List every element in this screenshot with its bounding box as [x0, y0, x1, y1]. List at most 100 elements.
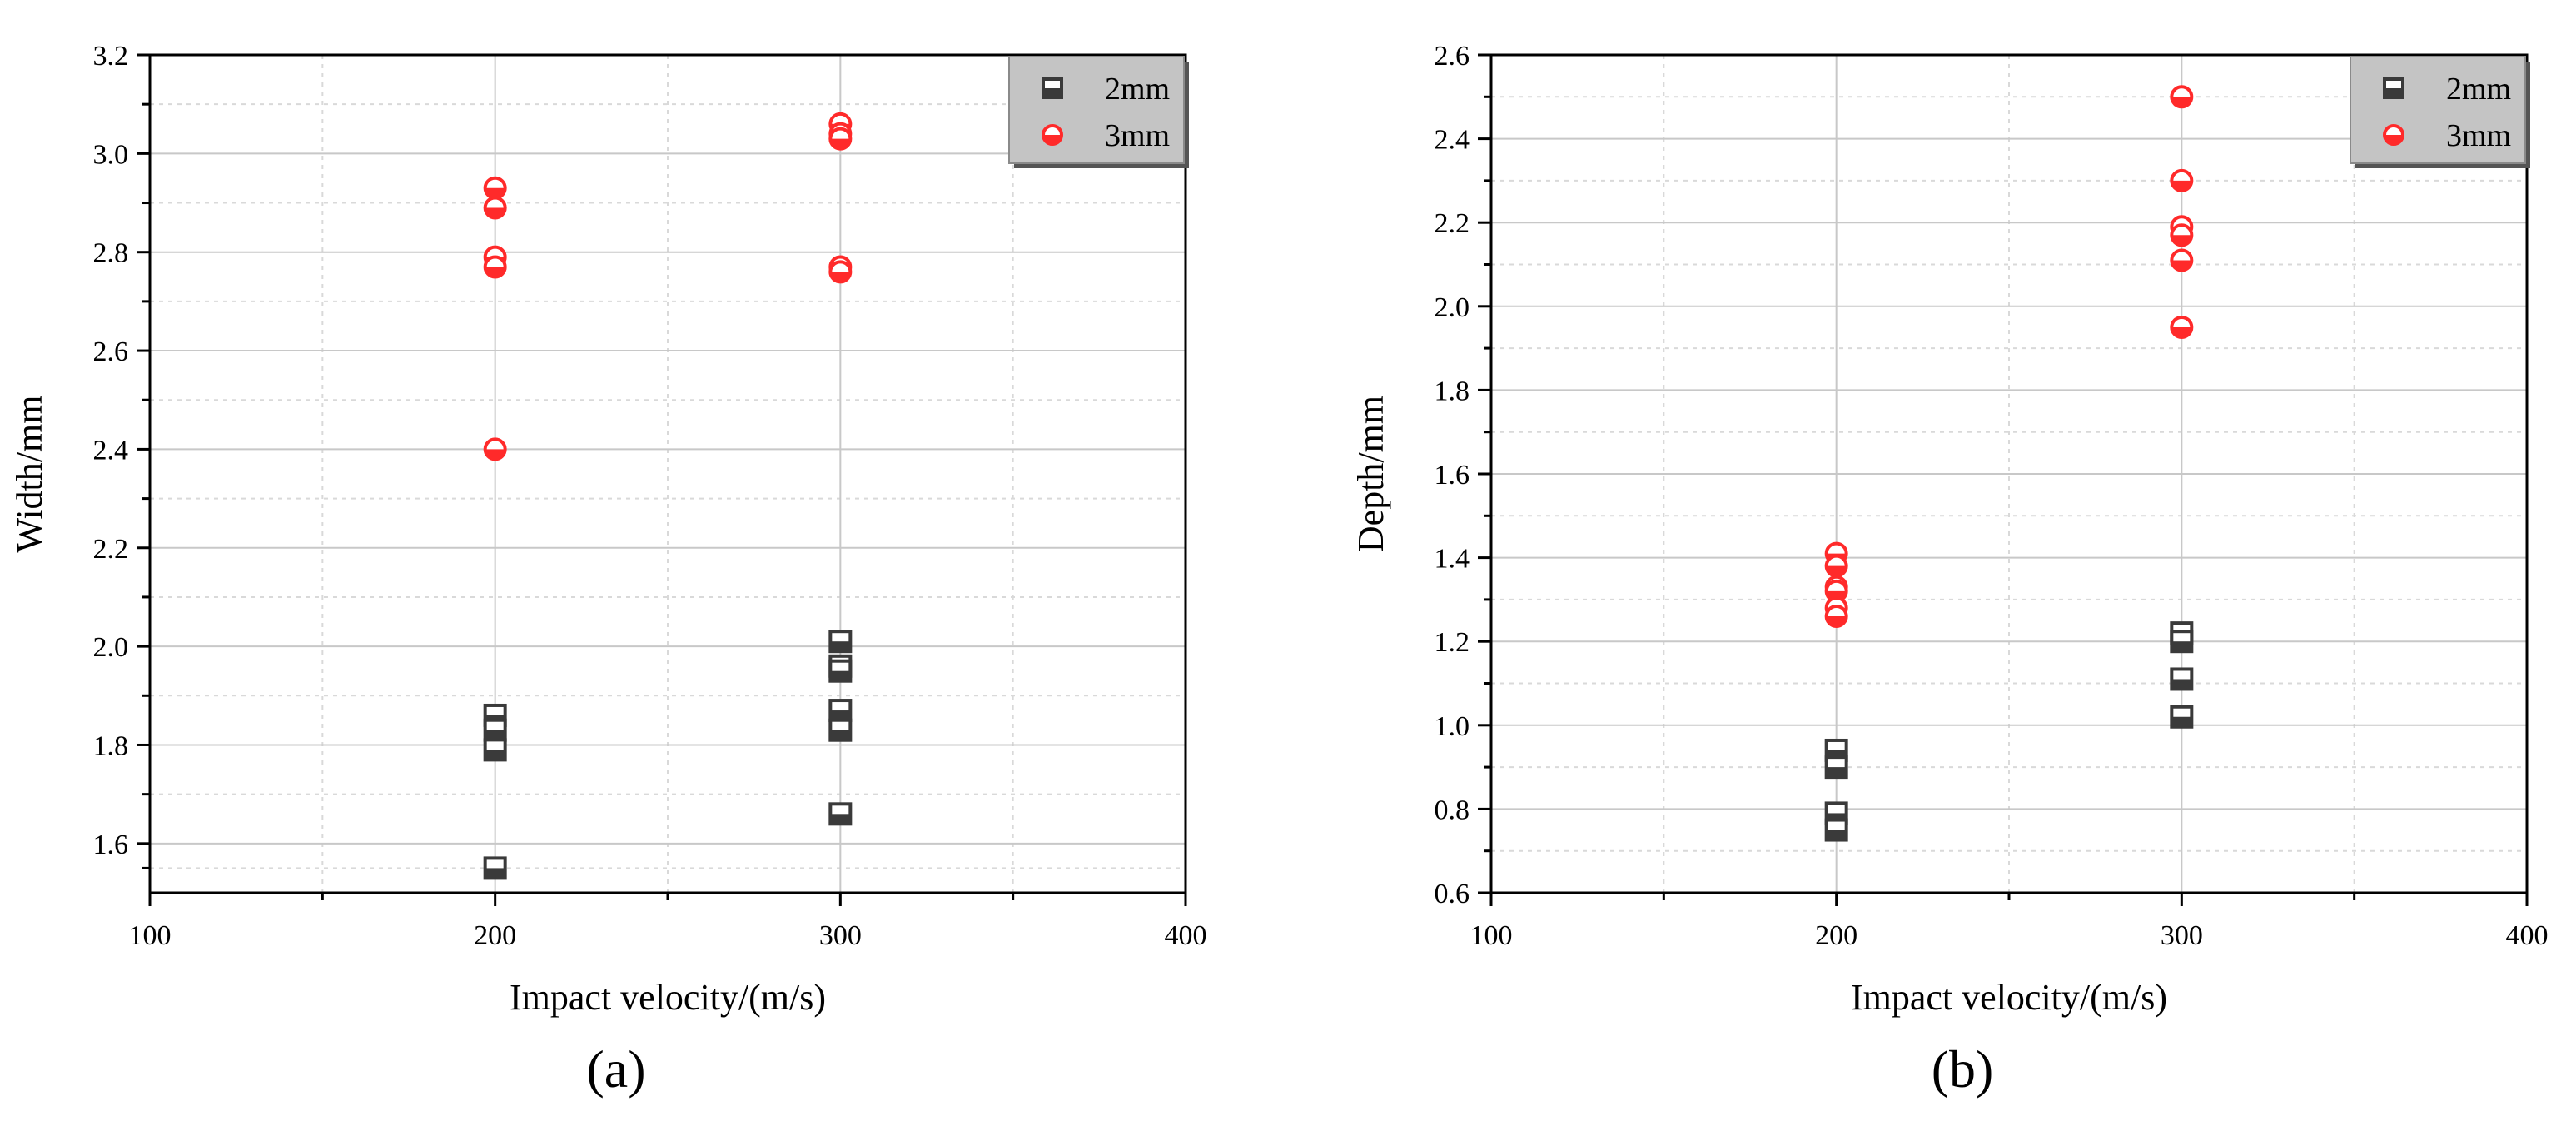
- marker-fill: [485, 187, 505, 198]
- y-tick-label: 2.4: [1435, 125, 1470, 156]
- y-tick-label: 0.8: [1435, 795, 1470, 825]
- x-tick-label: 300: [2161, 920, 2203, 951]
- plot-frame: [148, 53, 1187, 894]
- series-2mm: [483, 630, 853, 880]
- major-grid: [150, 55, 1186, 893]
- y-tick-label: 3.2: [93, 41, 129, 72]
- y-tick-label: 1.8: [93, 730, 129, 761]
- marker-fill: [2171, 716, 2192, 727]
- y-tick-label: 1.4: [1435, 544, 1470, 575]
- marker-fill: [1826, 767, 1847, 778]
- data-point: [483, 856, 507, 880]
- y-tick-label: 1.2: [1435, 627, 1470, 658]
- series-3mm: [1824, 85, 2194, 629]
- marker-fill: [2171, 260, 2192, 271]
- legend-label: 2mm: [2446, 72, 2511, 107]
- marker-fill: [2171, 679, 2192, 690]
- marker-fill: [830, 641, 851, 652]
- marker-fill: [2171, 235, 2192, 246]
- y-tick-label: 2.2: [93, 534, 129, 565]
- x-tick-label: 100: [1470, 920, 1513, 951]
- series-2mm: [1824, 621, 2194, 842]
- y-tick-label: 2.0: [93, 632, 129, 663]
- y-tick-label: 2.6: [93, 336, 129, 367]
- legend-marker: [1042, 124, 1063, 146]
- x-tick-label: 300: [819, 920, 862, 951]
- y-axis: 1.6 1.8 2.0 2.2 2.4 2.6 2.8 3.0 3.2: [93, 41, 150, 869]
- marker-fill: [485, 730, 505, 740]
- data-point: [828, 802, 853, 826]
- data-point: [828, 659, 853, 683]
- legend-marker: [1042, 77, 1063, 99]
- y-axis: 0.6 0.8 1.0 1.2 1.4 1.6 1.8 2.0 2.2 2.4 2.6: [1435, 41, 1491, 909]
- legend-label: 2mm: [1105, 72, 1170, 107]
- y-tick-label: 1.8: [1435, 376, 1470, 406]
- y-tick-label: 1.6: [93, 830, 129, 860]
- marker-fill: [485, 449, 505, 460]
- marker-fill: [2171, 180, 2192, 191]
- legend-entry: 3mm: [1042, 118, 1170, 153]
- marker-fill: [1826, 616, 1847, 627]
- y-tick-label: 1.6: [1435, 460, 1470, 491]
- data-point: [2170, 85, 2194, 109]
- chart-panel-a: 100 200 300 400 1.6 1.8 2.0 2.2 2.4 2.6 2.8 3.0 3.2 I…: [9, 41, 1207, 1018]
- x-tick-label: 200: [474, 920, 516, 951]
- panel-label: (b): [1932, 1039, 1994, 1099]
- marker-fill: [2171, 326, 2192, 337]
- y-tick-label: 3.0: [93, 139, 129, 170]
- legend-marker: [2383, 77, 2404, 99]
- y-tick-label: 0.6: [1435, 879, 1470, 909]
- marker-fill: [2171, 641, 2192, 652]
- y-tick-label: 2.8: [93, 238, 129, 269]
- y-axis-title: Depth/mm: [1350, 396, 1391, 552]
- data-point: [2170, 705, 2194, 729]
- data-point: [828, 630, 853, 654]
- legend-label: 3mm: [2446, 118, 2511, 153]
- data-point: [828, 127, 853, 151]
- legend-entry: 3mm: [2383, 118, 2511, 153]
- data-point: [1824, 755, 1848, 780]
- minor-grid: [150, 55, 1186, 893]
- chart-panel-b: 100 200 300 400 0.6 0.8 1.0 1.2 1.4 1.6 1.8 2.0 2.2 2…: [1350, 41, 2549, 1018]
- data-point: [2170, 667, 2194, 691]
- x-tick-label: 400: [2506, 920, 2549, 951]
- x-axis-title: Impact velocity/(m/s): [510, 977, 826, 1018]
- panel-label: (a): [586, 1039, 645, 1099]
- data-point: [1824, 818, 1848, 842]
- data-point: [2170, 248, 2194, 272]
- marker-fill: [1043, 88, 1062, 97]
- y-tick-label: 2.4: [93, 435, 129, 466]
- data-point: [2170, 630, 2194, 654]
- x-tick-label: 100: [129, 920, 172, 951]
- legend-box: [2350, 56, 2526, 164]
- marker-fill: [830, 814, 851, 825]
- data-point: [483, 255, 507, 279]
- x-axis-title: Impact velocity/(m/s): [1851, 977, 2167, 1018]
- legend-label: 3mm: [1105, 118, 1170, 153]
- data-point: [483, 738, 507, 762]
- x-axis: 100 200 300 400: [129, 893, 1207, 951]
- series-3mm: [483, 112, 853, 461]
- y-tick-label: 1.0: [1435, 711, 1470, 742]
- y-tick-label: 2.6: [1435, 41, 1470, 72]
- legend-entry: 2mm: [2383, 72, 2511, 107]
- marker-fill: [830, 730, 851, 740]
- marker-fill: [830, 710, 851, 721]
- data-point: [483, 196, 507, 220]
- marker-fill: [2385, 135, 2403, 144]
- data-point: [483, 718, 507, 742]
- data-point: [828, 718, 853, 742]
- marker-fill: [485, 750, 505, 760]
- x-tick-label: 200: [1815, 920, 1857, 951]
- marker-fill: [485, 868, 505, 879]
- marker-fill: [830, 670, 851, 681]
- marker-fill: [1826, 566, 1847, 576]
- marker-fill: [485, 267, 505, 277]
- x-tick-label: 400: [1165, 920, 1207, 951]
- y-tick-label: 2.0: [1435, 292, 1470, 323]
- data-point: [483, 176, 507, 200]
- data-point: [2170, 168, 2194, 192]
